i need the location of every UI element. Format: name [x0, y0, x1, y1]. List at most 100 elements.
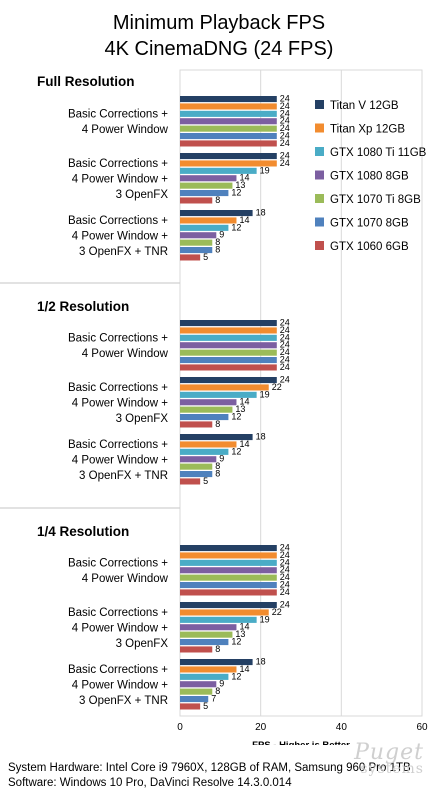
bar [180, 414, 229, 421]
bar-value-label: 24 [280, 332, 290, 342]
x-tick-label: 60 [416, 722, 428, 733]
bar [180, 239, 213, 246]
bar [180, 190, 229, 197]
bar-value-label: 18 [256, 208, 266, 218]
bar-value-label: 8 [215, 644, 220, 654]
bar [180, 167, 257, 174]
bar-value-label: 5 [203, 701, 208, 711]
bar [180, 688, 213, 695]
bar-value-label: 19 [260, 614, 270, 624]
bar [180, 574, 277, 581]
category-label: Basic Corrections + [68, 664, 168, 676]
bar-value-label: 8 [215, 419, 220, 429]
legend-entry: Titan V 12GB [330, 100, 399, 112]
x-axis-title: FPS - Higher is Better [252, 740, 350, 745]
bar [180, 247, 213, 254]
bar-value-label: 14 [239, 173, 249, 183]
bar [180, 384, 269, 391]
bar [180, 639, 229, 646]
legend-entry: GTX 1080 8GB [330, 171, 409, 183]
bar-value-label: 14 [239, 215, 249, 225]
bar-value-label: 24 [280, 318, 290, 328]
bar-value-label: 19 [260, 165, 270, 175]
bar [180, 140, 277, 147]
bar-value-label: 24 [280, 325, 290, 335]
bar [180, 377, 277, 384]
bar [180, 133, 277, 140]
bar [180, 478, 201, 485]
bar-value-label: 24 [280, 355, 290, 365]
bar [180, 357, 277, 364]
bar [180, 103, 277, 110]
bar [180, 681, 217, 688]
bar-value-label: 13 [235, 404, 245, 414]
category-label: 4 Power Window + [72, 679, 168, 691]
bar [180, 254, 201, 261]
category-label: Basic Corrections + [68, 215, 168, 227]
bar [180, 399, 237, 406]
category-label: 4 Power Window + [72, 622, 168, 634]
chart-plot-area: Full Resolution Basic Corrections + 4 Powe… [0, 69, 428, 745]
section-heading: 1/4 Resolution [37, 524, 129, 539]
bar [180, 217, 237, 224]
category-label: 3 OpenFX + TNR [79, 470, 168, 482]
x-tick-label: 20 [255, 722, 267, 733]
bar-value-label: 24 [280, 565, 290, 575]
bar [180, 589, 277, 596]
bar [180, 441, 237, 448]
bar [180, 545, 277, 552]
bar-value-label: 8 [215, 461, 220, 471]
bar [180, 110, 277, 117]
legend-entry: GTX 1060 6GB [330, 241, 409, 253]
category-label: 4 Power Window [82, 348, 169, 360]
x-tick-label: 40 [336, 722, 348, 733]
bar [180, 342, 277, 349]
legend-entry: GTX 1070 8GB [330, 218, 409, 230]
bar [180, 125, 277, 132]
bar [180, 182, 233, 189]
category-label: 3 OpenFX [116, 638, 169, 650]
bar [180, 391, 257, 398]
category-label: 4 Power Window [82, 573, 169, 585]
bar [180, 448, 229, 455]
legend-entry: GTX 1080 Ti 11GB [330, 147, 427, 159]
bar-value-label: 24 [280, 108, 290, 118]
bar-value-label: 24 [280, 550, 290, 560]
category-label: Basic Corrections + [68, 109, 168, 121]
watermark-line-2: systems [360, 761, 424, 777]
bar-value-label: 24 [280, 600, 290, 610]
bar-value-label: 8 [215, 245, 220, 255]
category-label: 4 Power Window + [72, 230, 168, 242]
bar-value-label: 12 [231, 412, 241, 422]
bar-value-label: 24 [280, 587, 290, 597]
bar [180, 421, 213, 428]
bar-value-label: 24 [280, 123, 290, 133]
bar [180, 224, 229, 231]
bar-value-label: 24 [280, 151, 290, 161]
bar [180, 364, 277, 371]
puget-systems-watermark-logo: Puget systems [354, 742, 424, 777]
bar-value-label: 18 [256, 432, 266, 442]
bar-value-label: 8 [215, 686, 220, 696]
bar-value-label: 19 [260, 389, 270, 399]
bar-value-label: 7 [211, 694, 216, 704]
category-label: Basic Corrections + [68, 382, 168, 394]
bar [180, 696, 209, 703]
bar-value-label: 24 [280, 543, 290, 553]
legend-swatch [315, 217, 324, 227]
bar-value-label: 24 [280, 580, 290, 590]
bar-value-label: 5 [203, 476, 208, 486]
section-heading: 1/2 Resolution [37, 299, 129, 314]
legend-entry: GTX 1070 Ti 8GB [330, 194, 421, 206]
bar-value-label: 14 [239, 622, 249, 632]
bar-value-label: 24 [280, 138, 290, 148]
bar [180, 624, 237, 631]
category-label: Basic Corrections + [68, 558, 168, 570]
bar [180, 406, 233, 413]
bar-value-label: 24 [280, 158, 290, 168]
bar-value-label: 24 [280, 557, 290, 567]
bar [180, 349, 277, 356]
legend-swatch [315, 100, 324, 109]
category-label: 4 Power Window + [72, 173, 168, 185]
legend-swatch [315, 241, 324, 250]
